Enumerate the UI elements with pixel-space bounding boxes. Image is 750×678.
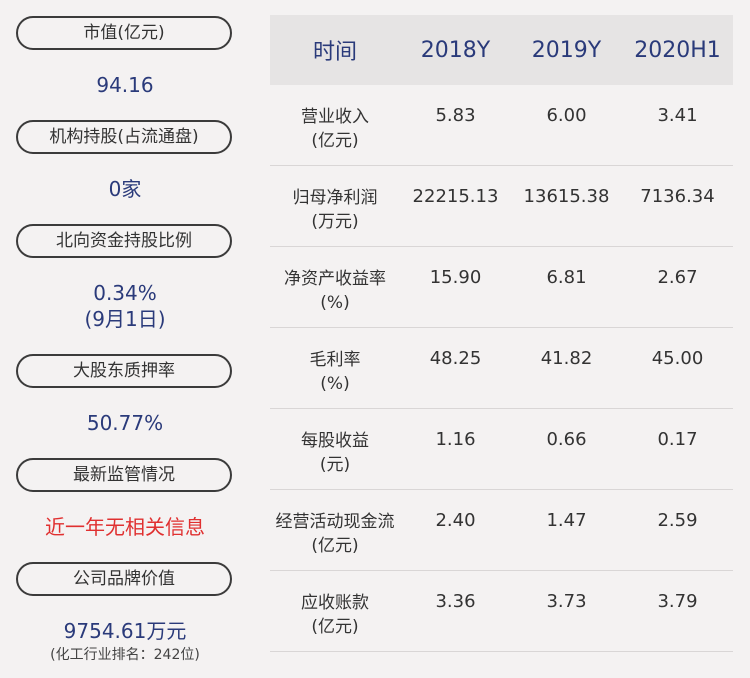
row-label-unit: (亿元) [311, 536, 359, 556]
table-cell: 6.00 [546, 105, 587, 126]
table-cell: 2.59 [657, 510, 698, 531]
row-label-unit: (%) [320, 374, 350, 394]
row-label-name: 净资产收益率 [284, 269, 386, 289]
table-cell: 3.73 [546, 591, 587, 612]
header-time: 时间 [312, 40, 357, 65]
table-header: 时间 2018Y 2019Y 2020H1 [270, 15, 733, 85]
row-label: 归母净利润 (万元) [270, 166, 400, 246]
table-cell: 1.16 [435, 429, 476, 450]
table-cell: 22215.13 [412, 186, 499, 207]
table-cell: 13615.38 [523, 186, 610, 207]
row-label: 经营活动现金流 (亿元) [270, 490, 400, 570]
metric-value-northbound-ratio: 0.34% [93, 281, 157, 305]
row-label-unit: (元) [319, 455, 351, 475]
table-cell: 2.67 [657, 267, 698, 288]
table-cell: 0.17 [657, 429, 698, 450]
row-label-unit: (亿元) [311, 617, 359, 637]
row-label-name: 每股收益 [301, 431, 369, 451]
table-row: 每股收益 (元) 1.16 0.66 0.17 [270, 409, 733, 490]
row-label-name: 毛利率 [309, 350, 361, 370]
row-label-name: 应收账款 [301, 593, 369, 613]
table-cell: 0.66 [546, 429, 587, 450]
table-cell: 3.36 [435, 591, 476, 612]
row-label: 每股收益 (元) [270, 409, 400, 489]
table-cell: 15.90 [429, 267, 482, 288]
row-label-name: 营业收入 [301, 107, 369, 127]
table-cell: 2.40 [435, 510, 476, 531]
table-cell: 5.83 [435, 105, 476, 126]
metric-note-brand-rank: (化工行业排名：242位) [50, 647, 200, 663]
metric-value-brand-value: 9754.61万元 [63, 619, 187, 643]
table-cell: 48.25 [429, 348, 482, 369]
table-cell: 45.00 [651, 348, 704, 369]
metric-value-pledge-ratio: 50.77% [86, 411, 164, 435]
left-metrics-panel: 市值(亿元) 94.16 机构持股(占流通盘) 0家 北向资金持股比例 0.34… [0, 0, 250, 678]
table-row: 净资产收益率 (%) 15.90 6.81 2.67 [270, 247, 733, 328]
metric-value-market-cap: 94.16 [96, 73, 154, 97]
header-2020h1: 2020H1 [634, 37, 721, 63]
metric-value-regulation: 近一年无相关信息 [45, 515, 205, 539]
row-label-name: 经营活动现金流 [275, 512, 395, 532]
row-label-unit: (万元) [311, 212, 359, 232]
table-row: 归母净利润 (万元) 22215.13 13615.38 7136.34 [270, 166, 733, 247]
metric-label-pledge-ratio: 大股东质押率 [16, 354, 232, 388]
row-label-unit: (%) [320, 293, 350, 313]
metric-label-market-cap: 市值(亿元) [16, 16, 232, 50]
row-label-unit: (亿元) [311, 131, 359, 151]
table-row: 毛利率 (%) 48.25 41.82 45.00 [270, 328, 733, 409]
row-label: 净资产收益率 (%) [270, 247, 400, 327]
header-2019y: 2019Y [531, 37, 602, 63]
table-cell: 1.47 [546, 510, 587, 531]
table-row: 营业收入 (亿元) 5.83 6.00 3.41 [270, 85, 733, 166]
table-row: 应收账款 (亿元) 3.36 3.73 3.79 [270, 571, 733, 652]
table-cell: 3.79 [657, 591, 698, 612]
row-label: 毛利率 (%) [270, 328, 400, 408]
table-cell: 6.81 [546, 267, 587, 288]
metric-label-brand-value: 公司品牌价值 [16, 562, 232, 596]
table-row: 经营活动现金流 (亿元) 2.40 1.47 2.59 [270, 490, 733, 571]
metric-label-northbound-ratio: 北向资金持股比例 [16, 224, 232, 258]
row-label: 应收账款 (亿元) [270, 571, 400, 651]
row-label-name: 归母净利润 [292, 188, 378, 208]
table-cell: 7136.34 [640, 186, 715, 207]
header-2018y: 2018Y [420, 37, 491, 63]
financial-table: 时间 2018Y 2019Y 2020H1 营业收入 (亿元) 5.83 6.0… [270, 15, 733, 652]
table-cell: 3.41 [657, 105, 698, 126]
row-label: 营业收入 (亿元) [270, 85, 400, 165]
table-cell: 41.82 [540, 348, 593, 369]
metric-value-northbound-date: (9月1日) [84, 307, 166, 331]
metric-value-institutional-holding: 0家 [108, 177, 142, 201]
metric-label-institutional-holding: 机构持股(占流通盘) [16, 120, 232, 154]
metric-label-regulation: 最新监管情况 [16, 458, 232, 492]
